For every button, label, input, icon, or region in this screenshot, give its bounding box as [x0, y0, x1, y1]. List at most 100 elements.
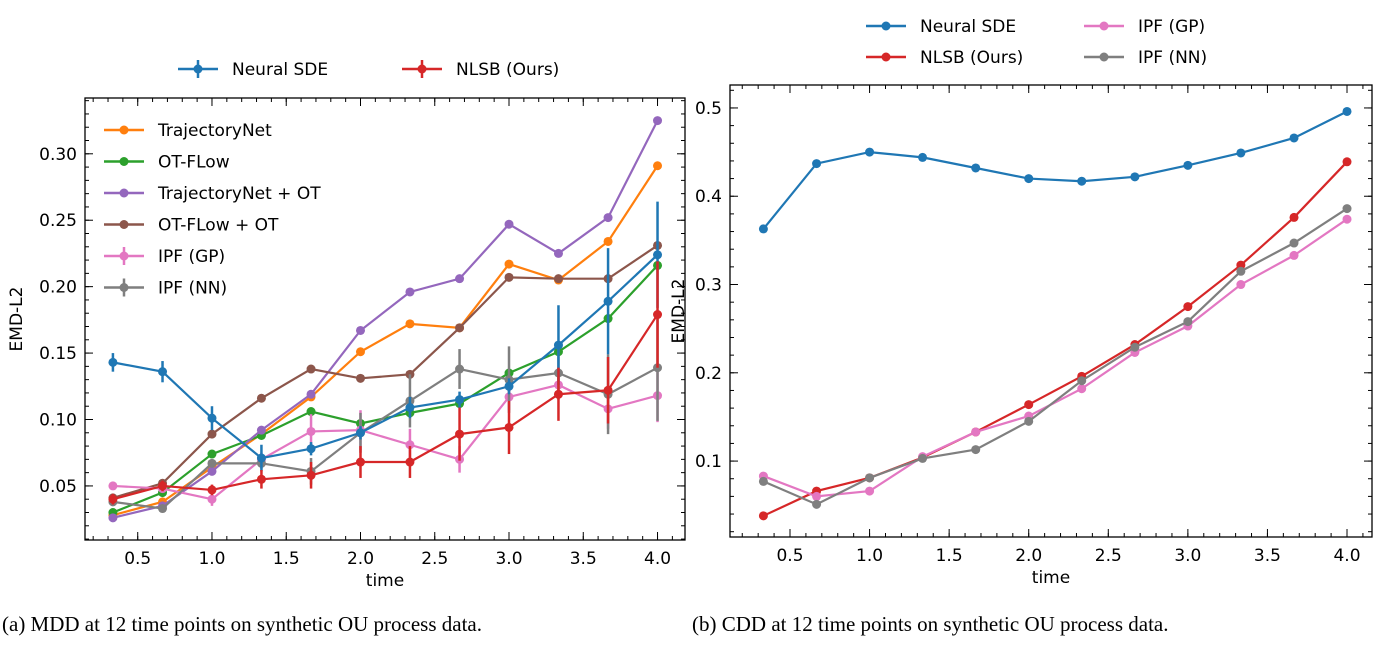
- y-tick-label: 0.3: [695, 276, 722, 296]
- data-point: [355, 347, 365, 357]
- series-line: [112, 264, 659, 514]
- data-point: [812, 499, 822, 509]
- series-line: [762, 207, 1348, 506]
- chart-a: [84, 97, 686, 541]
- legend-label: Neural SDE: [232, 60, 328, 80]
- plot-frame: [729, 84, 1373, 538]
- data-point: [207, 485, 217, 495]
- data-point: [603, 236, 613, 246]
- data-point: [918, 152, 928, 162]
- data-point: [405, 440, 415, 450]
- x-tick-label: 0.5: [124, 549, 151, 569]
- y-tick-label: 0.05: [39, 477, 77, 497]
- data-point: [207, 458, 217, 468]
- series-ipf-nn-: [108, 314, 663, 514]
- data-point: [1077, 176, 1087, 186]
- data-point: [1183, 317, 1193, 327]
- series-line: [112, 313, 659, 501]
- data-point: [865, 486, 875, 496]
- data-point: [1289, 212, 1299, 222]
- x-tick-label: 3.5: [1254, 546, 1281, 566]
- data-point: [1130, 172, 1140, 182]
- series-trajectorynet-ot: [108, 116, 663, 523]
- data-point: [306, 470, 316, 480]
- y-tick-label: 0.2: [695, 364, 722, 384]
- data-point: [1077, 384, 1087, 394]
- legend-label: IPF (NN): [1138, 48, 1207, 68]
- x-tick-label: 1.5: [936, 546, 963, 566]
- x-tick-label: 3.0: [1174, 546, 1201, 566]
- legend-marker: [881, 21, 891, 31]
- series-line: [112, 244, 659, 499]
- series-line: [112, 366, 659, 510]
- data-point: [455, 274, 465, 284]
- data-point: [758, 224, 768, 234]
- data-point: [256, 453, 266, 463]
- x-tick-label: 3.5: [570, 549, 597, 569]
- x-axis-label: time: [366, 571, 404, 591]
- data-point: [653, 161, 663, 171]
- data-point: [603, 296, 613, 306]
- data-point: [306, 364, 316, 374]
- data-point: [758, 511, 768, 521]
- data-point: [306, 389, 316, 399]
- x-tick-label: 2.0: [1015, 546, 1042, 566]
- series-nlsb-ours-: [758, 157, 1352, 521]
- data-point: [971, 445, 981, 455]
- legend-marker: [1099, 52, 1109, 62]
- data-point: [918, 453, 928, 463]
- data-point: [108, 494, 118, 504]
- y-tick-label: 0.25: [39, 211, 77, 231]
- data-point: [455, 323, 465, 333]
- y-tick-label: 0.20: [39, 278, 77, 298]
- series-ipf-gp-: [758, 214, 1352, 501]
- data-point: [653, 250, 663, 260]
- data-point: [812, 491, 822, 501]
- data-point: [865, 147, 875, 157]
- data-point: [504, 259, 514, 269]
- legend-label: TrajectoryNet + OT: [157, 184, 321, 204]
- data-point: [1236, 148, 1246, 158]
- series-nlsb-ours-: [108, 261, 663, 505]
- x-tick-label: 4.0: [1333, 546, 1360, 566]
- data-point: [405, 403, 415, 413]
- series-ot-flow: [108, 260, 663, 517]
- series-line: [112, 120, 659, 519]
- data-point: [1183, 302, 1193, 312]
- x-tick-label: 1.0: [198, 549, 225, 569]
- data-point: [405, 287, 415, 297]
- y-tick-label: 0.1: [695, 452, 722, 472]
- legend-label: IPF (GP): [158, 247, 225, 267]
- legend-label: NLSB (Ours): [920, 48, 1023, 68]
- y-tick-label: 0.10: [39, 411, 77, 431]
- x-tick-label: 2.0: [347, 549, 374, 569]
- legend-marker: [119, 188, 129, 198]
- data-point: [603, 385, 613, 395]
- series-line: [112, 253, 659, 460]
- data-point: [108, 357, 118, 367]
- data-point: [865, 473, 875, 483]
- legend-marker: [119, 125, 129, 135]
- data-point: [1236, 266, 1246, 276]
- data-point: [158, 504, 168, 514]
- data-point: [306, 444, 316, 454]
- x-tick-label: 1.5: [273, 549, 300, 569]
- legend-label: OT-FLow + OT: [158, 216, 279, 236]
- data-point: [1342, 106, 1352, 116]
- data-point: [1077, 376, 1087, 386]
- legend-label: IPF (NN): [158, 279, 227, 299]
- legend-label: IPF (GP): [1138, 17, 1205, 37]
- data-point: [207, 494, 217, 504]
- data-point: [306, 407, 316, 417]
- data-point: [355, 457, 365, 467]
- data-point: [256, 393, 266, 403]
- data-point: [455, 429, 465, 439]
- y-tick-label: 0.5: [695, 99, 722, 119]
- data-point: [256, 425, 266, 435]
- data-point: [1289, 250, 1299, 260]
- series-neural-sde: [108, 201, 663, 472]
- plot-frame: [84, 97, 686, 541]
- x-tick-label: 2.5: [421, 549, 448, 569]
- data-point: [207, 449, 217, 459]
- data-point: [758, 476, 768, 486]
